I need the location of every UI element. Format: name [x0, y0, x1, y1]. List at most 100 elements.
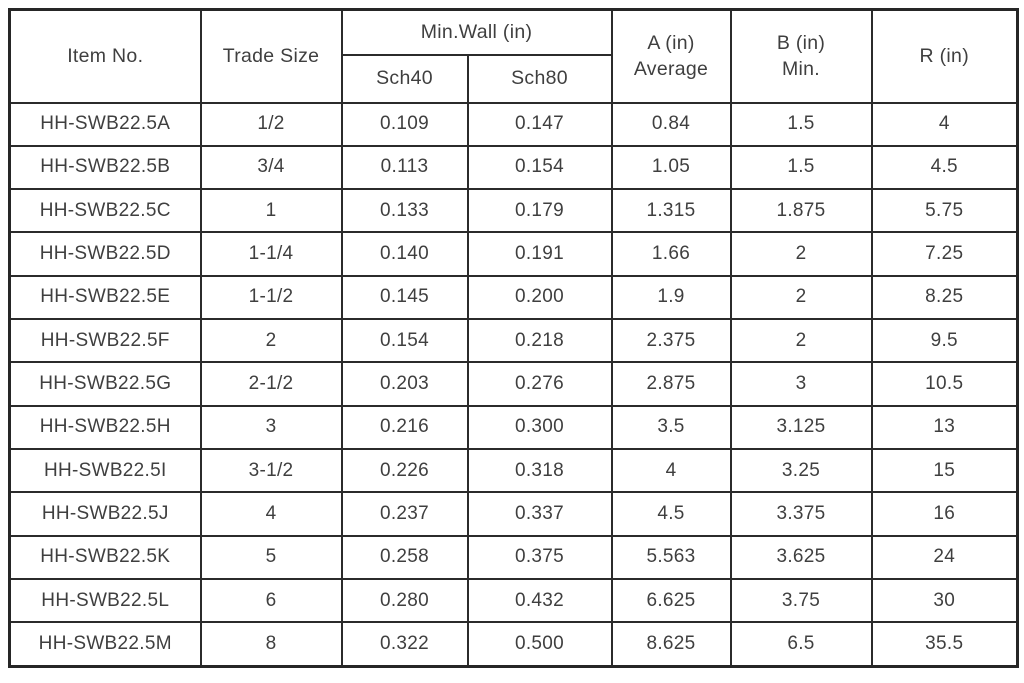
sch40-cell: 0.237	[340, 491, 469, 537]
r-cell: 9.5	[870, 318, 1019, 364]
a-average-cell: 5.563	[610, 534, 732, 580]
a-average-cell: 8.625	[610, 621, 732, 668]
header-row-sub: Sch40 Sch80	[10, 53, 1018, 104]
b-min-cell: 3.375	[729, 491, 873, 537]
sch80-cell: 0.500	[466, 621, 613, 668]
item-no-cell: HH-SWB22.5C	[8, 188, 202, 234]
header-a-average: A (in) Average	[610, 8, 732, 104]
sch40-cell: 0.216	[340, 404, 469, 451]
r-cell: 10.5	[870, 361, 1019, 407]
header-a-line1: A (in)	[647, 31, 695, 54]
b-min-cell: 2	[729, 231, 873, 277]
trade-size-cell: 2	[199, 318, 343, 364]
header-r: R (in)	[870, 8, 1019, 104]
header-b-min: B (in) Min.	[729, 8, 873, 104]
item-no-cell: HH-SWB22.5K	[8, 534, 202, 580]
header-sch80: Sch80	[466, 53, 613, 104]
r-cell: 4	[870, 101, 1019, 147]
b-min-cell: 2	[729, 274, 873, 321]
a-average-cell: 3.5	[610, 404, 732, 451]
sch80-cell: 0.147	[466, 101, 613, 147]
b-min-cell: 3	[729, 361, 873, 407]
table-row: HH-SWB22.5B 3/4 0.113 0.154 1.05 1.5 4.5	[8, 144, 1019, 191]
sch80-cell: 0.432	[466, 577, 613, 624]
table-row: HH-SWB22.5M 8 0.322 0.500 8.625 6.5 35.5	[8, 621, 1019, 668]
sch40-cell: 0.226	[340, 447, 469, 494]
a-average-cell: 4	[610, 447, 732, 494]
b-min-cell: 3.125	[729, 404, 873, 451]
trade-size-cell: 1	[199, 188, 343, 234]
table-row: HH-SWB22.5F 2 0.154 0.218 2.375 2 9.5	[8, 318, 1019, 364]
trade-size-cell: 8	[199, 621, 343, 668]
sch40-cell: 0.145	[340, 274, 469, 321]
r-cell: 35.5	[870, 621, 1019, 668]
header-row-top: Item No. Trade Size Min.Wall (in) A (in)…	[8, 8, 1019, 104]
item-no-cell: HH-SWB22.5F	[8, 318, 202, 364]
table-row: HH-SWB22.5C 1 0.133 0.179 1.315 1.875 5.75	[8, 188, 1019, 234]
item-no-cell: HH-SWB22.5A	[8, 101, 202, 147]
header-item-no: Item No.	[8, 8, 202, 104]
sch40-cell: 0.322	[340, 621, 469, 668]
trade-size-cell: 1-1/2	[199, 274, 343, 321]
item-no-cell: HH-SWB22.5M	[8, 621, 202, 668]
sch80-cell: 0.300	[466, 404, 613, 451]
trade-size-cell: 3-1/2	[199, 447, 343, 494]
r-cell: 8.25	[870, 274, 1019, 321]
header-min-wall-group: Min.Wall (in)	[340, 8, 613, 56]
sch80-cell: 0.154	[466, 144, 613, 191]
b-min-cell: 3.75	[729, 577, 873, 624]
sch40-cell: 0.280	[340, 577, 469, 624]
r-cell: 24	[870, 534, 1019, 580]
table-row: HH-SWB22.5E 1-1/2 0.145 0.200 1.9 2 8.25	[8, 274, 1019, 321]
table-body: HH-SWB22.5A 1/2 0.109 0.147 0.84 1.5 4 HH-SWB22…	[8, 101, 1019, 668]
table-header: Item No. Trade Size Min.Wall (in) A (in)…	[8, 8, 1019, 104]
a-average-cell: 0.84	[610, 101, 732, 147]
r-cell: 30	[870, 577, 1019, 624]
a-average-cell: 2.375	[610, 318, 732, 364]
trade-size-cell: 3/4	[199, 144, 343, 191]
sch40-cell: 0.154	[340, 318, 469, 364]
sch80-cell: 0.179	[466, 188, 613, 234]
sch80-cell: 0.218	[466, 318, 613, 364]
a-average-cell: 2.875	[610, 361, 732, 407]
item-no-cell: HH-SWB22.5L	[8, 577, 202, 624]
trade-size-cell: 1-1/4	[199, 231, 343, 277]
item-no-cell: HH-SWB22.5H	[8, 404, 202, 451]
item-no-cell: HH-SWB22.5D	[8, 231, 202, 277]
sch40-cell: 0.203	[340, 361, 469, 407]
sch40-cell: 0.258	[340, 534, 469, 580]
table-row: HH-SWB22.5D 1-1/4 0.140 0.191 1.66 2 7.25	[8, 231, 1019, 277]
table-row: HH-SWB22.5J 4 0.237 0.337 4.5 3.375 16	[8, 491, 1019, 537]
sch40-cell: 0.140	[340, 231, 469, 277]
header-a-line2: Average	[633, 58, 709, 81]
item-no-cell: HH-SWB22.5J	[8, 491, 202, 537]
r-cell: 5.75	[870, 188, 1019, 234]
b-min-cell: 1.875	[729, 188, 873, 234]
item-no-cell: HH-SWB22.5B	[8, 144, 202, 191]
r-cell: 4.5	[870, 144, 1019, 191]
b-min-cell: 1.5	[729, 101, 873, 147]
item-no-cell: HH-SWB22.5I	[8, 447, 202, 494]
table-row: HH-SWB22.5K 5 0.258 0.375 5.563 3.625 24	[8, 534, 1019, 580]
r-cell: 15	[870, 447, 1019, 494]
sch40-cell: 0.133	[340, 188, 469, 234]
a-average-cell: 1.315	[610, 188, 732, 234]
sch80-cell: 0.200	[466, 274, 613, 321]
trade-size-cell: 1/2	[199, 101, 343, 147]
sch80-cell: 0.318	[466, 447, 613, 494]
a-average-cell: 1.66	[610, 231, 732, 277]
b-min-cell: 2	[729, 318, 873, 364]
header-b-line2: Min.	[781, 58, 821, 81]
trade-size-cell: 3	[199, 404, 343, 451]
sch80-cell: 0.337	[466, 491, 613, 537]
trade-size-cell: 6	[199, 577, 343, 624]
b-min-cell: 6.5	[729, 621, 873, 668]
a-average-cell: 1.9	[610, 274, 732, 321]
b-min-cell: 3.25	[729, 447, 873, 494]
table-row: HH-SWB22.5I 3-1/2 0.226 0.318 4 3.25 15	[8, 447, 1019, 494]
table-row: HH-SWB22.5L 6 0.280 0.432 6.625 3.75 30	[8, 577, 1019, 624]
header-sch40: Sch40	[340, 53, 469, 104]
a-average-cell: 1.05	[610, 144, 732, 191]
trade-size-cell: 4	[199, 491, 343, 537]
